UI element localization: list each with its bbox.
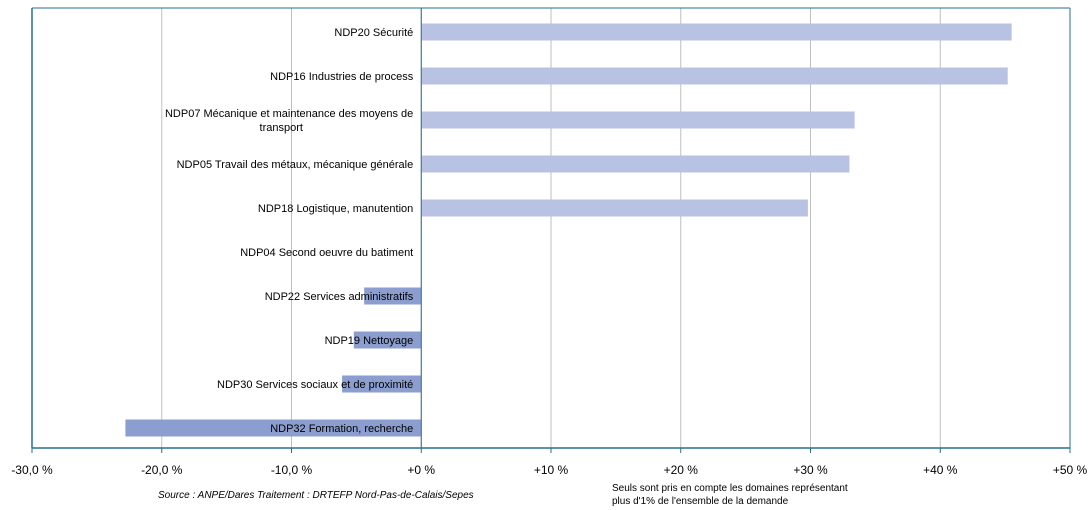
category-label-2: NDP07 Mécanique et maintenance des moyen…	[165, 108, 413, 134]
bar-3	[421, 155, 850, 173]
x-tick-label-6: +30 %	[793, 463, 828, 477]
bar-6	[364, 287, 422, 305]
x-tick-label-8: +50 %	[1053, 463, 1088, 477]
category-label-7: NDP19 Nettoyage	[325, 335, 414, 347]
category-label-8: NDP30 Services sociaux et de proximité	[217, 379, 413, 391]
axes	[31, 7, 1071, 453]
bar-1	[421, 67, 1008, 85]
bar-9	[125, 419, 422, 437]
x-tick-label-7: +40 %	[923, 463, 958, 477]
bar-7	[353, 331, 422, 349]
category-label-5: NDP04 Second oeuvre du batiment	[240, 247, 413, 259]
x-tick-label-5: +20 %	[664, 463, 699, 477]
category-label-0: NDP20 Sécurité	[334, 27, 413, 39]
coverage-note-line-2: plus d'1% de l'ensemble de la demande	[612, 496, 789, 507]
coverage-note: Seuls sont pris en compte les domaines r…	[612, 482, 912, 508]
x-tick-label-0: -30,0 %	[11, 463, 53, 477]
x-tick-label-3: +0 %	[407, 463, 435, 477]
category-label-6: NDP22 Services administratifs	[265, 291, 414, 303]
bar-2	[421, 111, 855, 129]
x-tick-label-1: -20,0 %	[141, 463, 183, 477]
category-labels: NDP20 Sécurité NDP16 Industries de proces…	[165, 27, 414, 435]
bar-8	[342, 375, 422, 393]
x-tick-label-2: -10,0 %	[271, 463, 313, 477]
coverage-note-line-1: Seuls sont pris en compte les domaines r…	[612, 483, 848, 494]
category-label-9: NDP32 Formation, recherche	[270, 423, 413, 435]
source-note: Source : ANPE/Dares Traitement : DRTEFP …	[158, 490, 474, 501]
bar-chart: NDP20 Sécurité NDP16 Industries de proces…	[11, 7, 1088, 477]
bar-4	[421, 199, 808, 217]
category-label-4: NDP18 Logistique, manutention	[258, 203, 413, 215]
x-tick-label-4: +10 %	[534, 463, 569, 477]
bar-0	[421, 23, 1012, 41]
x-tick-labels: -30,0 % -20,0 % -10,0 % +0 % +10 % +20 % +30 %…	[11, 463, 1087, 477]
category-label-1: NDP16 Industries de process	[270, 71, 414, 83]
bars	[125, 23, 1012, 437]
category-label-3: NDP05 Travail des métaux, mécanique géné…	[177, 159, 414, 171]
